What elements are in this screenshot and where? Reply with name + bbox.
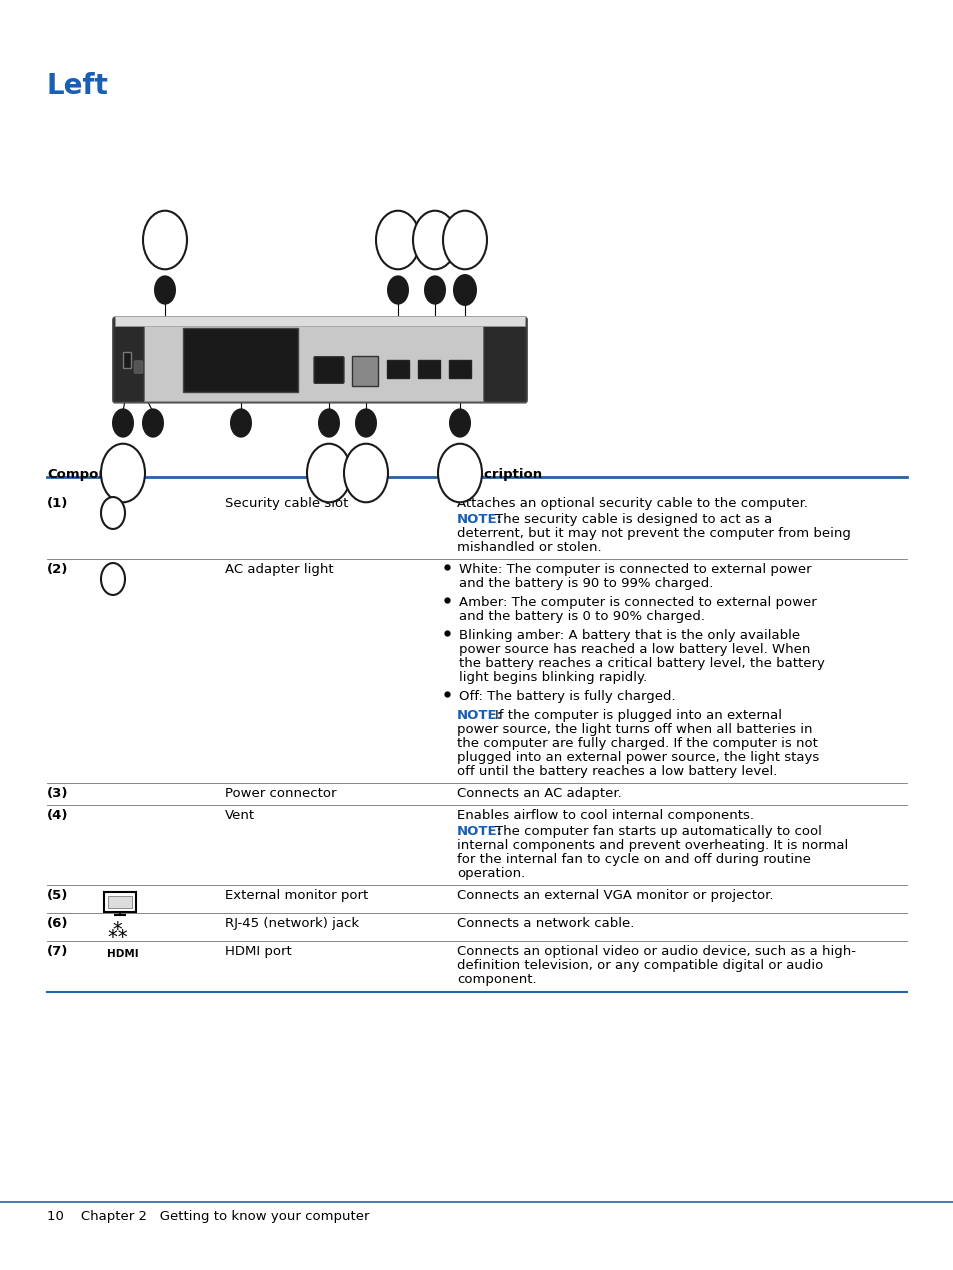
Text: (3): (3) bbox=[47, 787, 69, 800]
Text: K: K bbox=[117, 466, 129, 480]
Text: the computer are fully charged. If the computer is not: the computer are fully charged. If the c… bbox=[456, 737, 817, 751]
Text: 10    Chapter 2   Getting to know your computer: 10 Chapter 2 Getting to know your comput… bbox=[47, 1210, 369, 1223]
Text: Vent: Vent bbox=[225, 809, 254, 822]
Text: ←·: ←· bbox=[427, 234, 442, 246]
Text: 1: 1 bbox=[119, 418, 126, 428]
Text: HDMI port: HDMI port bbox=[225, 945, 292, 958]
Text: Connects an optional video or audio device, such as a high-: Connects an optional video or audio devi… bbox=[456, 945, 855, 958]
Text: mishandled or stolen.: mishandled or stolen. bbox=[456, 541, 601, 554]
Text: Blinking amber: A battery that is the only available: Blinking amber: A battery that is the on… bbox=[458, 629, 800, 643]
Text: (1): (1) bbox=[47, 497, 69, 511]
Text: NOTE:: NOTE: bbox=[456, 709, 502, 723]
Text: White: The computer is connected to external power: White: The computer is connected to exte… bbox=[458, 563, 811, 577]
Text: The computer fan starts up automatically to cool: The computer fan starts up automatically… bbox=[495, 826, 821, 838]
Text: Connects a network cable.: Connects a network cable. bbox=[456, 917, 634, 930]
Text: 🔒: 🔒 bbox=[110, 511, 116, 525]
Text: NOTE:: NOTE: bbox=[456, 826, 502, 838]
Text: AC adapter light: AC adapter light bbox=[225, 563, 334, 577]
Text: Security cable slot: Security cable slot bbox=[225, 497, 348, 511]
Text: 3: 3 bbox=[150, 418, 156, 428]
Text: plugged into an external power source, the light stays: plugged into an external power source, t… bbox=[456, 751, 819, 765]
Text: 6: 6 bbox=[362, 418, 369, 428]
Text: Power connector: Power connector bbox=[225, 787, 336, 800]
Text: Enables airflow to cool internal components.: Enables airflow to cool internal compone… bbox=[456, 809, 753, 822]
Text: the battery reaches a critical battery level, the battery: the battery reaches a critical battery l… bbox=[458, 657, 824, 671]
Text: External monitor port: External monitor port bbox=[225, 889, 368, 902]
Text: (5): (5) bbox=[47, 889, 69, 902]
Text: 5: 5 bbox=[325, 418, 332, 428]
Text: RJ-45 (network) jack: RJ-45 (network) jack bbox=[225, 917, 358, 930]
Text: 2: 2 bbox=[161, 284, 168, 295]
Text: ⁂: ⁂ bbox=[107, 922, 127, 941]
Text: (2): (2) bbox=[47, 563, 69, 577]
Text: deterrent, but it may not prevent the computer from being: deterrent, but it may not prevent the co… bbox=[456, 527, 850, 540]
Text: and the battery is 0 to 90% charged.: and the battery is 0 to 90% charged. bbox=[458, 610, 704, 624]
Text: internal components and prevent overheating. It is normal: internal components and prevent overheat… bbox=[456, 839, 847, 852]
Text: ⏻: ⏻ bbox=[159, 231, 171, 249]
Text: 8: 8 bbox=[456, 418, 463, 428]
Text: 7: 7 bbox=[395, 284, 401, 295]
Text: Left: Left bbox=[47, 72, 109, 100]
Text: Amber: The computer is connected to external power: Amber: The computer is connected to exte… bbox=[458, 596, 816, 610]
Text: power source, the light turns off when all batteries in: power source, the light turns off when a… bbox=[456, 723, 812, 737]
Text: Description: Description bbox=[456, 469, 542, 481]
Text: (6): (6) bbox=[47, 917, 69, 930]
Text: (4): (4) bbox=[47, 809, 69, 822]
Text: NOTE:: NOTE: bbox=[456, 513, 502, 526]
Text: HDMI: HDMI bbox=[107, 949, 138, 959]
Text: ←·: ←· bbox=[456, 234, 472, 246]
Text: (7): (7) bbox=[47, 945, 69, 958]
Text: ⏻: ⏻ bbox=[110, 573, 116, 585]
Text: The security cable is designed to act as a: The security cable is designed to act as… bbox=[495, 513, 771, 526]
Text: for the internal fan to cycle on and off during routine: for the internal fan to cycle on and off… bbox=[456, 853, 810, 866]
Text: definition television, or any compatible digital or audio: definition television, or any compatible… bbox=[456, 959, 822, 972]
Text: off until the battery reaches a low battery level.: off until the battery reaches a low batt… bbox=[456, 765, 777, 779]
Text: 4: 4 bbox=[237, 418, 244, 428]
Text: Off: The battery is fully charged.: Off: The battery is fully charged. bbox=[458, 690, 675, 704]
Text: power source has reached a low battery level. When: power source has reached a low battery l… bbox=[458, 643, 809, 657]
Text: 9: 9 bbox=[431, 284, 438, 295]
Text: Component: Component bbox=[47, 469, 132, 481]
Text: Connects an external VGA monitor or projector.: Connects an external VGA monitor or proj… bbox=[456, 889, 773, 902]
Text: operation.: operation. bbox=[456, 867, 525, 880]
Text: Connects an AC adapter.: Connects an AC adapter. bbox=[456, 787, 621, 800]
Text: Attaches an optional security cable to the computer.: Attaches an optional security cable to t… bbox=[456, 497, 807, 511]
Text: HDMI: HDMI bbox=[385, 235, 410, 245]
Text: 10: 10 bbox=[458, 286, 471, 295]
Text: light begins blinking rapidly.: light begins blinking rapidly. bbox=[458, 671, 646, 685]
Text: component.: component. bbox=[456, 973, 536, 986]
Text: If the computer is plugged into an external: If the computer is plugged into an exter… bbox=[495, 709, 781, 723]
Text: and the battery is 90 to 99% charged.: and the battery is 90 to 99% charged. bbox=[458, 577, 713, 591]
